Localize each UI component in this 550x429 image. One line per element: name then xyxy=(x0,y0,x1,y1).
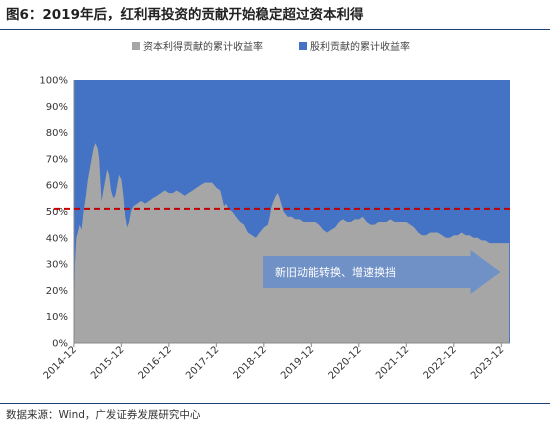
y-tick-label: 60% xyxy=(46,181,68,192)
x-tick-label: 2019-12 xyxy=(279,344,316,381)
x-tick-label: 2022-12 xyxy=(422,344,459,381)
annotation-label: 新旧动能转换、增速换挡 xyxy=(275,265,396,279)
x-tick-label: 2015-12 xyxy=(89,344,126,381)
x-tick-label: 2017-12 xyxy=(184,344,221,381)
y-tick-label: 0% xyxy=(52,339,68,350)
legend-item-dividend: 股利贡献的累计收益率 xyxy=(299,38,410,53)
y-tick-label: 70% xyxy=(46,154,68,165)
legend-swatch-dividend xyxy=(299,41,307,50)
footer-divider xyxy=(0,403,550,404)
x-tick-label: 2016-12 xyxy=(137,344,174,381)
legend-label-dividend: 股利贡献的累计收益率 xyxy=(310,42,410,53)
x-tick-label: 2023-12 xyxy=(469,344,506,381)
chart-title: 图6：2019年后，红利再投资的贡献开始稳定超过资本利得 xyxy=(6,7,364,23)
y-tick-label: 30% xyxy=(46,260,68,271)
legend-label-capital: 资本利得贡献的累计收益率 xyxy=(143,42,263,53)
capital-area xyxy=(74,143,510,343)
y-tick-label: 90% xyxy=(46,102,68,113)
x-tick-label: 2018-12 xyxy=(232,344,269,381)
title-divider xyxy=(0,29,550,30)
y-tick-label: 80% xyxy=(46,128,68,139)
y-tick-label: 20% xyxy=(46,286,68,297)
y-tick-label: 50% xyxy=(46,207,68,218)
y-tick-label: 10% xyxy=(46,312,68,323)
stacked-area-chart: 0% 10% 20% 30% 40% 50% 60% 70% 80% 90% 100% 2014-12… xyxy=(39,76,512,382)
legend-swatch-capital xyxy=(132,41,140,50)
source-note: 数据来源：Wind，广发证券发展研究中心 xyxy=(6,409,201,421)
x-tick-label: 2021-12 xyxy=(374,344,411,381)
x-tick-label: 2014-12 xyxy=(42,344,79,381)
annotation-arrow xyxy=(263,249,501,294)
y-tick-label: 100% xyxy=(39,76,68,87)
legend-item-capital: 资本利得贡献的累计收益率 xyxy=(132,38,263,53)
x-tick-label: 2020-12 xyxy=(327,344,364,381)
legend: 资本利得贡献的累计收益率 股利贡献的累计收益率 xyxy=(0,38,550,54)
y-tick-label: 40% xyxy=(46,233,68,244)
